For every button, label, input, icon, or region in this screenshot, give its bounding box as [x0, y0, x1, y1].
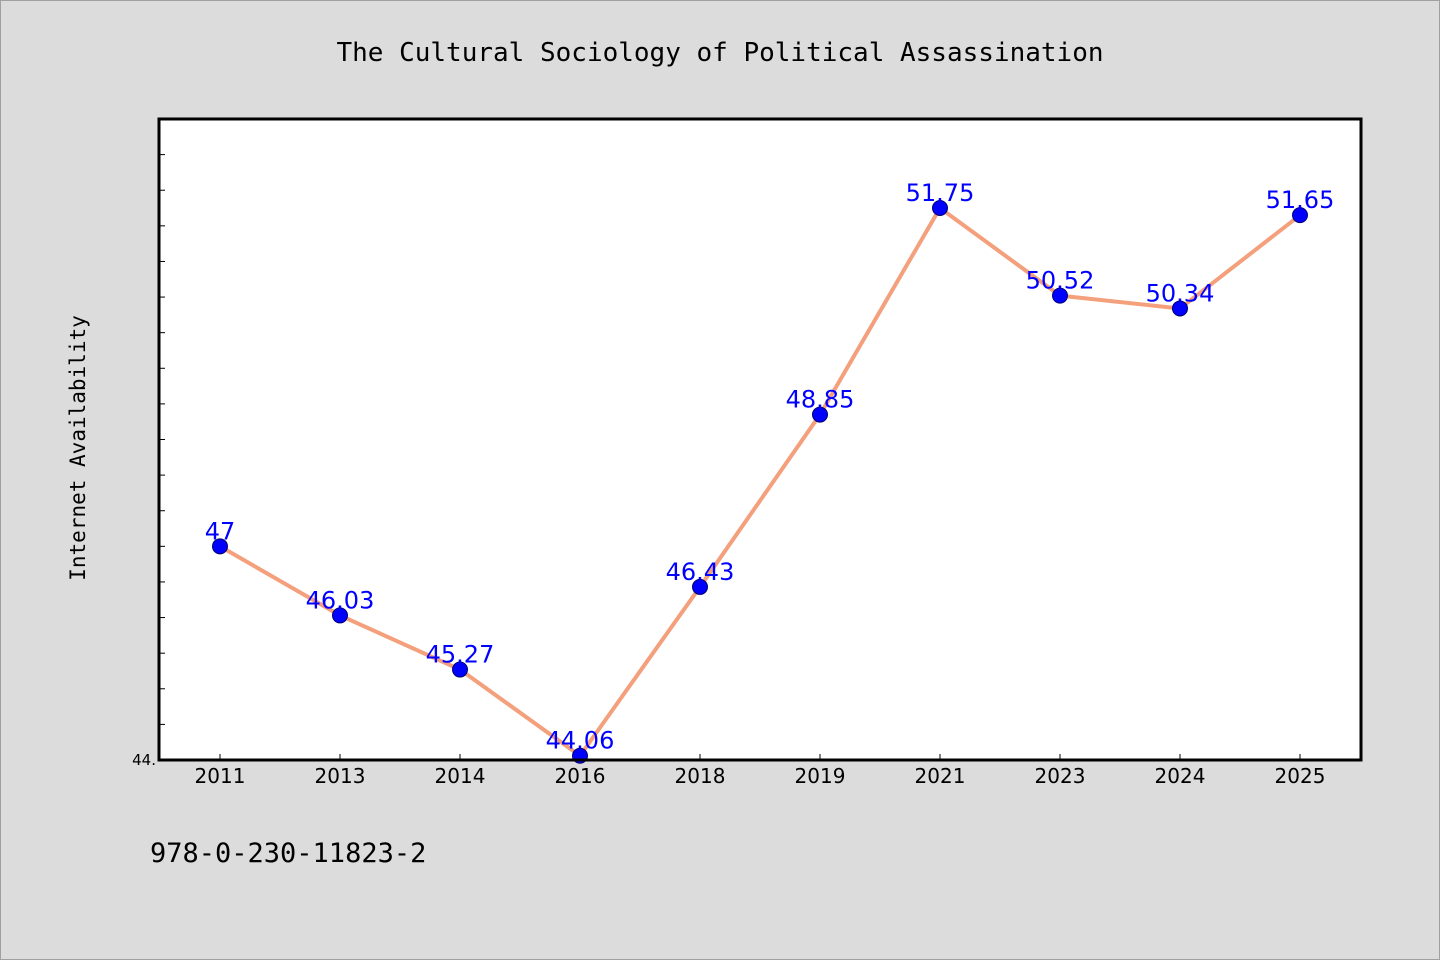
x-tick-label: 2018 [675, 764, 726, 788]
data-point [812, 406, 828, 423]
data-point [332, 607, 348, 624]
plot-area [159, 119, 1361, 760]
data-point [1292, 207, 1308, 224]
data-label: 51.65 [1266, 186, 1335, 214]
x-tick-label: 2016 [555, 764, 606, 788]
data-point [692, 578, 708, 595]
x-tick-label: 2013 [315, 764, 366, 788]
x-axis-ticks: 2011 2013 2014 2016 2018 2019 2021 2023 2024 2025 [195, 754, 1326, 788]
data-point [1052, 287, 1068, 304]
data-label: 44.06 [546, 727, 615, 755]
data-label: 46.03 [306, 586, 375, 614]
data-label: 48.85 [786, 386, 855, 414]
isbn-label: 978-0-230-11823-2 [150, 838, 426, 869]
data-label: 46.43 [666, 558, 735, 586]
data-label: 50.52 [1026, 267, 1095, 295]
series-line [219, 206, 1302, 758]
x-tick-label: 2019 [795, 764, 846, 788]
plot-border [157, 117, 1363, 762]
x-tick-label: 2025 [1275, 764, 1326, 788]
series-group: 47 46.03 45.27 44.06 46.43 48.85 51.75 50.52 50.… [205, 179, 1335, 764]
data-point [932, 200, 948, 217]
x-tick-label: 2011 [195, 764, 246, 788]
x-tick-label: 2021 [915, 764, 966, 788]
x-tick-label: 2024 [1155, 764, 1206, 788]
data-point [452, 661, 468, 678]
x-tick-label: 2014 [435, 764, 486, 788]
data-label: 47 [205, 517, 236, 545]
data-label: 51.75 [906, 179, 975, 207]
x-tick-label: 2023 [1035, 764, 1086, 788]
data-label: 45.27 [426, 641, 495, 669]
data-point [1172, 300, 1188, 317]
data-label: 50.34 [1146, 279, 1215, 307]
y-axis-label: Internet Availability [66, 315, 90, 581]
data-point [212, 538, 228, 555]
y-tick-label: 44. [132, 751, 156, 769]
chart-title: The Cultural Sociology of Political Assa… [336, 38, 1103, 68]
